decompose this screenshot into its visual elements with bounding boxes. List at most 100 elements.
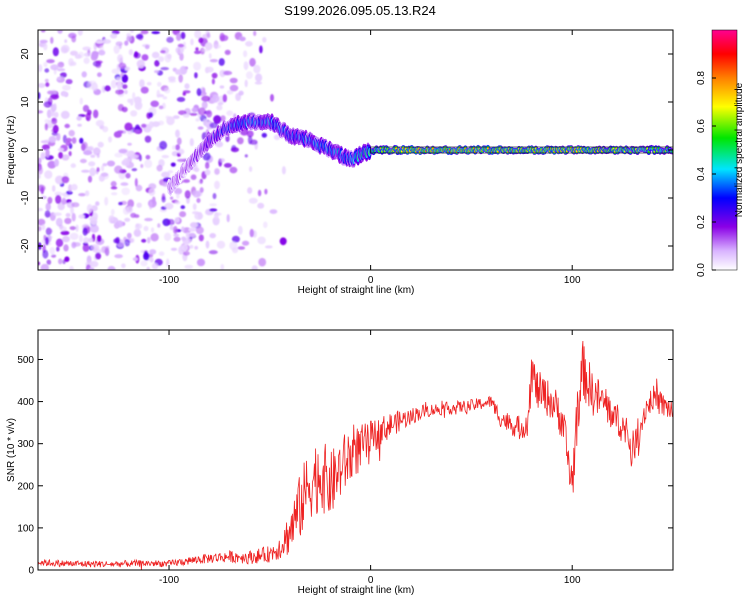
spectrogram-cell [178, 110, 187, 116]
spectrogram-cell [243, 61, 249, 71]
spectrogram-cell [102, 163, 108, 167]
spectrogram-cell [149, 257, 154, 263]
spectrogram-cell [126, 35, 131, 42]
spectrogram-cell [139, 79, 145, 88]
spectrogram-cell [90, 154, 96, 158]
spectrogram-cell [114, 152, 123, 158]
spectrogram-cell [93, 109, 99, 119]
spectrogram-cell [217, 102, 224, 106]
spectrogram-cell [38, 184, 46, 192]
spectrogram-cell [82, 46, 91, 51]
spectrogram-cell [82, 224, 89, 228]
spectrogram-cell [41, 144, 50, 151]
spectrogram-cell [135, 34, 144, 40]
spectrogram-cell [201, 95, 211, 102]
spectrogram-cell [38, 64, 43, 72]
spectrogram-cell [134, 51, 139, 58]
spectrogram-cell [65, 141, 72, 146]
spectrogram-cell [120, 182, 129, 186]
spectrogram-cell [168, 76, 176, 81]
spectrogram-cell [158, 56, 165, 62]
ridge-cell [486, 146, 489, 150]
spectrogram-cell [197, 126, 204, 130]
spectrogram-cell [143, 225, 149, 232]
spectrogram-cell [126, 232, 132, 239]
spectrogram-cell [69, 265, 74, 270]
spectrogram-cell [56, 76, 62, 81]
spectrogram-cell [55, 175, 64, 185]
spectrogram-cell [86, 204, 93, 213]
spectrogram-cell [118, 201, 123, 206]
spectrogram-cell [158, 251, 165, 256]
spectrogram-cell [108, 136, 112, 143]
spectrogram-cell [146, 237, 151, 244]
spectrogram-cell [124, 40, 129, 46]
spectrogram-cell [144, 135, 152, 143]
y-tick-label: 100 [17, 523, 34, 534]
spectrogram-y-label: Frequency (Hz) [6, 116, 17, 185]
spectrogram-cell [125, 172, 131, 179]
spectrogram-cell [204, 42, 213, 51]
spectrogram-cell [190, 222, 198, 228]
spectrogram-cell [61, 154, 70, 161]
spectrogram-cell [100, 172, 109, 180]
spectrogram-cell [51, 131, 58, 137]
spectrogram-cell [124, 239, 131, 247]
spectrogram-cell [232, 247, 239, 254]
spectrogram-cell [38, 157, 42, 164]
spectrogram-cell [47, 196, 53, 204]
spectrogram-cell [83, 237, 89, 244]
spectrogram-cell [193, 61, 202, 71]
spectrogram-cell [104, 85, 111, 92]
spectrogram-cell [270, 94, 274, 102]
spectrogram-cell [69, 61, 77, 66]
snr-series-line [38, 340, 673, 570]
spectrogram-cell [47, 160, 57, 169]
spectrogram-cell [156, 164, 163, 172]
spectrogram-cell [209, 59, 218, 63]
spectrogram-cell [78, 193, 86, 197]
spectrogram-cell [55, 217, 63, 227]
spectrogram-cell [279, 237, 287, 246]
spectrogram-cell [82, 227, 88, 236]
spectrogram-cell [55, 194, 62, 204]
spectrogram-cell [203, 119, 208, 126]
spectrogram-cell [167, 219, 175, 226]
spectrogram-cell [182, 179, 190, 183]
spectrogram-cell [38, 218, 46, 226]
x-tick-label: 0 [368, 275, 374, 286]
spectrogram-cell [202, 48, 210, 52]
colorbar-gradient [711, 29, 738, 271]
y-tick-label: -10 [20, 190, 31, 205]
spectrogram-cell [68, 129, 75, 137]
spectrogram-cell [118, 62, 127, 69]
spectrogram-cell [161, 196, 166, 203]
spectrogram-cell [60, 72, 67, 78]
spectrogram-cell [165, 115, 170, 120]
spectrogram-cell [180, 244, 188, 251]
spectrogram-cell [198, 37, 204, 44]
spectrogram-cell [182, 92, 186, 96]
spectrogram-cell [237, 225, 243, 235]
spectrogram-cell [190, 38, 194, 46]
spectrogram-cell [145, 154, 151, 160]
spectrogram-cell [114, 254, 123, 259]
spectrogram-cell [161, 154, 169, 159]
spectrogram-cell [127, 142, 132, 146]
spectrogram-cell [83, 52, 92, 57]
spectrogram-cell [134, 129, 140, 133]
spectrogram-cell [248, 197, 258, 204]
spectrogram-cell [247, 187, 253, 194]
spectrogram-cell [56, 246, 60, 252]
spectrogram-cell [38, 92, 41, 100]
spectrogram-cell [146, 81, 152, 86]
spectrogram-cell [115, 220, 124, 228]
spectrogram-cell [149, 249, 157, 255]
spectrogram-cell [224, 49, 231, 56]
spectrogram-cell [95, 60, 103, 64]
spectrogram-cell [166, 258, 170, 267]
spectrogram-cell [161, 171, 171, 178]
spectrogram-cell [164, 232, 172, 241]
spectrogram-cell [141, 238, 147, 243]
spectrogram-cell [148, 121, 154, 129]
